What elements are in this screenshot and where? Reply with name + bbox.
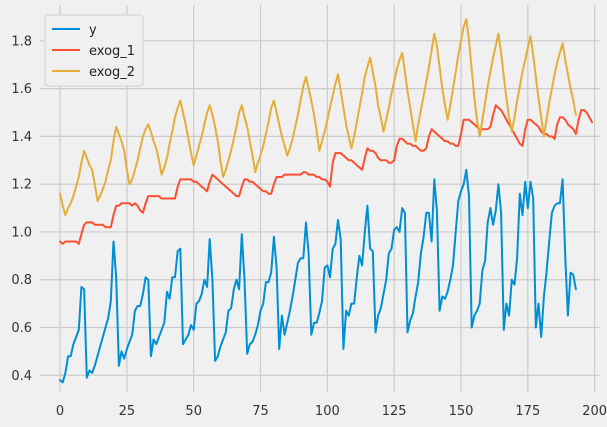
x-tick-label: 125 [382,404,407,419]
series-line-exog-1 [59,104,593,245]
x-tick-label: 0 [56,404,64,419]
legend-label-y: y [89,23,97,38]
legend-label-exog-2: exog_2 [89,65,135,80]
y-tick-label: 1.4 [11,130,32,145]
y-tick-label: 0.6 [11,321,32,336]
y-tick-label: 1.6 [11,82,32,97]
x-axis-ticks: 0 25 50 75 100 125 150 175 200 [56,404,607,419]
y-tick-label: 0.8 [11,273,32,288]
series-lines [59,18,593,384]
x-tick-label: 75 [252,404,269,419]
x-tick-label: 200 [582,404,607,419]
x-tick-label: 50 [185,404,202,419]
series-line-exog-2 [59,18,577,217]
y-tick-label: 0.4 [11,369,32,384]
y-tick-label: 1.2 [11,178,32,193]
y-tick-label: 1.0 [11,225,32,240]
y-axis-ticks: 0.4 0.6 0.8 1.0 1.2 1.4 1.6 1.8 [11,34,32,383]
x-tick-label: 100 [315,404,340,419]
x-tick-label: 25 [119,404,136,419]
legend-box [44,14,144,87]
x-tick-label: 150 [449,404,474,419]
legend-label-exog-1: exog_1 [89,44,135,59]
x-tick-label: 175 [515,404,540,419]
series-line-y [59,168,577,384]
legend: y exog_1 exog_2 [44,14,144,87]
grid [40,5,600,392]
y-tick-label: 1.8 [11,34,32,49]
